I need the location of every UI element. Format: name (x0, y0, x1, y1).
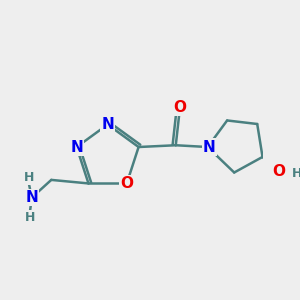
Text: H: H (24, 171, 34, 184)
Text: H: H (25, 211, 35, 224)
Text: H: H (292, 167, 300, 180)
Text: O: O (120, 176, 133, 191)
Text: N: N (26, 190, 38, 205)
Text: O: O (272, 164, 285, 179)
Text: N: N (101, 117, 114, 132)
Text: N: N (70, 140, 83, 154)
Text: N: N (203, 140, 216, 154)
Text: O: O (173, 100, 186, 115)
